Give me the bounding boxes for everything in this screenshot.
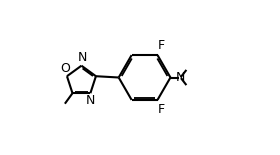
Text: O: O bbox=[60, 62, 70, 75]
Text: F: F bbox=[157, 39, 164, 52]
Text: F: F bbox=[157, 103, 164, 116]
Text: N: N bbox=[78, 51, 87, 64]
Text: N: N bbox=[86, 94, 95, 107]
Text: N: N bbox=[175, 71, 185, 84]
